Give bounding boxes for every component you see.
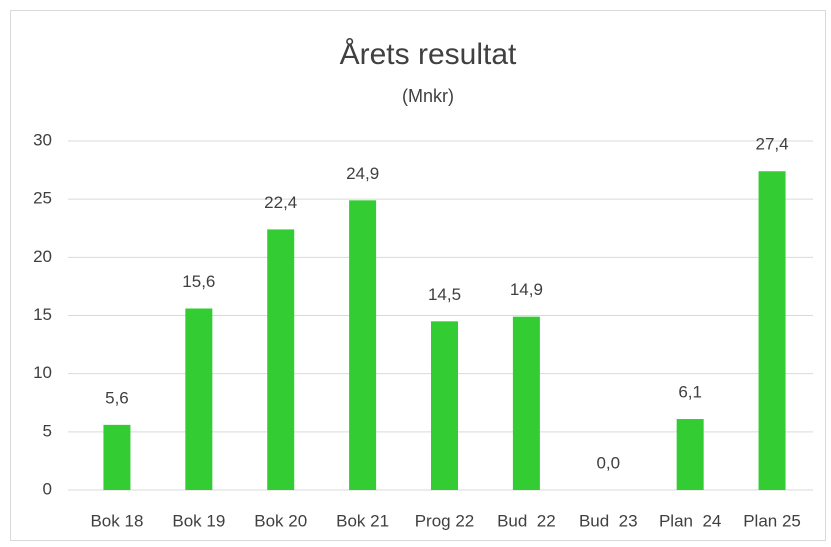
x-tick-label: Plan 25 bbox=[743, 511, 801, 530]
chart-title: Årets resultat bbox=[340, 38, 517, 71]
bar bbox=[185, 308, 213, 490]
x-tick-label: Plan 24 bbox=[659, 511, 721, 530]
x-tick-label: Bud 22 bbox=[497, 511, 556, 530]
data-label: 24,9 bbox=[346, 164, 379, 183]
y-tick-label: 5 bbox=[43, 421, 52, 440]
y-tick-label: 10 bbox=[33, 363, 52, 382]
x-tick-label: Bok 21 bbox=[336, 511, 389, 530]
data-label: 6,1 bbox=[678, 383, 702, 402]
bar bbox=[758, 171, 786, 490]
bar bbox=[349, 200, 377, 490]
bar bbox=[676, 419, 704, 490]
y-tick-label: 25 bbox=[33, 189, 52, 208]
chart-subtitle: (Mnkr) bbox=[402, 86, 454, 106]
data-label: 5,6 bbox=[105, 388, 129, 407]
data-label: 0,0 bbox=[596, 453, 620, 472]
x-tick-label: Bok 18 bbox=[90, 511, 143, 530]
y-tick-label: 15 bbox=[33, 305, 52, 324]
y-tick-label: 20 bbox=[33, 247, 52, 266]
x-tick-label: Prog 22 bbox=[415, 511, 475, 530]
y-tick-label: 0 bbox=[43, 479, 52, 498]
bar bbox=[267, 229, 295, 490]
x-tick-label: Bok 20 bbox=[254, 511, 307, 530]
bar bbox=[512, 316, 540, 490]
bar bbox=[103, 424, 131, 490]
x-tick-label: Bok 19 bbox=[172, 511, 225, 530]
data-label: 15,6 bbox=[182, 272, 215, 291]
data-label: 14,9 bbox=[510, 280, 543, 299]
x-tick-label: Bud 23 bbox=[579, 511, 638, 530]
bar bbox=[431, 321, 458, 490]
data-label: 14,5 bbox=[428, 285, 461, 304]
data-label: 22,4 bbox=[264, 193, 297, 212]
data-label: 27,4 bbox=[756, 135, 789, 154]
y-tick-label: 30 bbox=[33, 130, 52, 149]
